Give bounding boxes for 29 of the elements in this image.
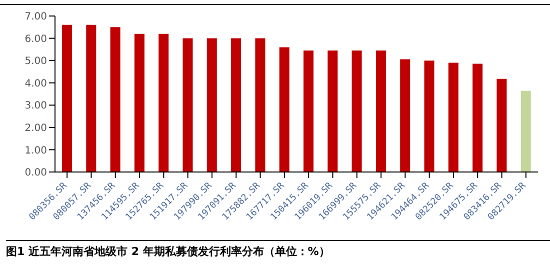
bar bbox=[424, 60, 434, 172]
bar bbox=[328, 50, 338, 172]
bar bbox=[231, 38, 242, 172]
text: 图1 近五年河南省地级市 2 年期私募债发行利率分布（单位：%） bbox=[6, 240, 550, 259]
y-tick-label: 3.00 bbox=[24, 100, 47, 112]
y-tick-label: 1.00 bbox=[24, 145, 47, 156]
bar bbox=[110, 27, 120, 172]
bar bbox=[255, 38, 266, 172]
bar bbox=[376, 50, 386, 172]
y-tick-label: 4.00 bbox=[24, 78, 47, 90]
bar bbox=[304, 50, 314, 172]
bar bbox=[352, 50, 362, 172]
bar bbox=[472, 64, 483, 172]
y-tick-label: 7.00 bbox=[24, 12, 47, 23]
y-tick-label: 5.00 bbox=[24, 56, 47, 68]
bar bbox=[206, 38, 217, 172]
y-tick-label: 0.00 bbox=[24, 168, 47, 179]
bar bbox=[400, 59, 410, 172]
y-tick-label: 2.00 bbox=[24, 122, 47, 134]
bar bbox=[496, 78, 507, 172]
bar bbox=[62, 24, 72, 172]
y-tick-label: 6.00 bbox=[24, 34, 47, 45]
bar bbox=[279, 47, 290, 172]
bar bbox=[134, 34, 144, 172]
bar bbox=[448, 62, 458, 172]
bar bbox=[86, 24, 96, 172]
bar bbox=[520, 90, 531, 172]
bar bbox=[182, 38, 193, 172]
bar bbox=[158, 34, 169, 172]
